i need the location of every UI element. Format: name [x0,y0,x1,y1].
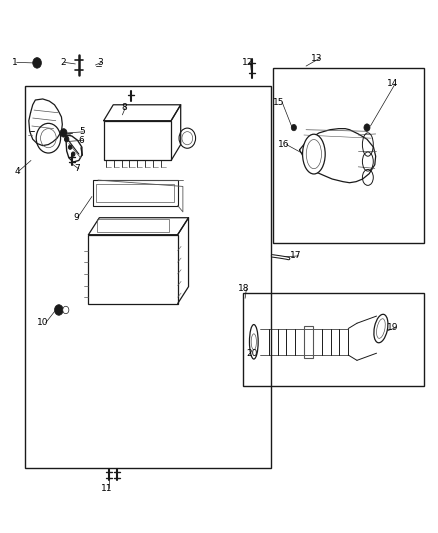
Text: 19: 19 [388,323,399,332]
Text: 13: 13 [311,54,323,62]
Bar [273,68,424,243]
Circle shape [364,124,370,131]
Circle shape [291,124,297,131]
Text: 11: 11 [101,483,112,492]
Circle shape [68,145,72,149]
Text: 15: 15 [273,98,285,107]
Text: 12: 12 [242,58,253,67]
Bar [25,86,271,468]
Ellipse shape [374,314,388,343]
Circle shape [64,136,69,142]
Text: 16: 16 [278,140,289,149]
Bar [104,120,171,160]
Bar [96,184,174,202]
Circle shape [71,152,75,156]
Text: 17: 17 [290,252,301,261]
Text: 3: 3 [97,58,103,67]
Text: 8: 8 [121,103,127,112]
Ellipse shape [250,325,258,359]
Text: 2: 2 [60,58,66,67]
Circle shape [33,58,42,68]
Bar [88,235,178,304]
Text: 1: 1 [12,58,18,67]
Text: 5: 5 [79,127,85,136]
Circle shape [63,306,69,314]
Bar [97,219,169,232]
Ellipse shape [303,134,325,174]
Circle shape [54,305,63,316]
Text: 6: 6 [79,136,85,145]
Text: 4: 4 [14,166,20,175]
Text: 18: 18 [238,284,249,293]
Bar [304,326,313,358]
Text: 20: 20 [246,349,258,358]
Text: 10: 10 [37,318,49,327]
Text: 14: 14 [387,79,398,88]
Text: 9: 9 [73,213,79,222]
Text: 7: 7 [74,165,80,173]
Circle shape [60,128,67,137]
Bar [243,293,424,386]
Bar [93,180,178,206]
